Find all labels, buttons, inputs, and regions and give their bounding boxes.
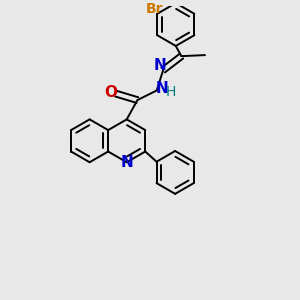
Text: N: N [120, 155, 133, 170]
Text: N: N [154, 58, 167, 73]
Text: Br: Br [146, 2, 163, 16]
Text: H: H [165, 85, 176, 99]
Text: O: O [105, 85, 118, 100]
Text: N: N [155, 81, 168, 96]
